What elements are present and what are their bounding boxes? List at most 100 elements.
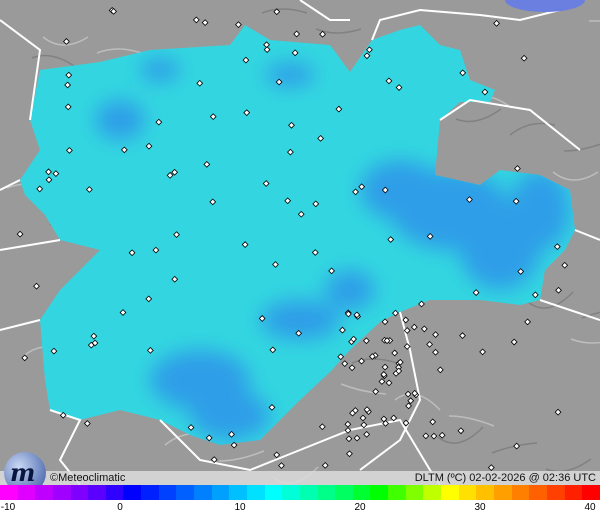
station-marker[interactable] <box>510 338 518 346</box>
station-marker[interactable] <box>520 54 528 62</box>
station-marker[interactable] <box>209 198 217 206</box>
station-marker[interactable] <box>380 371 388 378</box>
station-marker[interactable] <box>352 188 359 196</box>
station-marker[interactable] <box>391 349 399 357</box>
station-marker[interactable] <box>381 318 389 326</box>
station-marker[interactable] <box>120 146 128 154</box>
station-marker[interactable] <box>429 418 437 426</box>
station-marker[interactable] <box>358 183 366 191</box>
station-marker[interactable] <box>228 430 235 438</box>
station-marker[interactable] <box>278 462 285 470</box>
station-marker[interactable] <box>479 348 487 356</box>
station-marker[interactable] <box>402 316 410 324</box>
station-marker[interactable] <box>241 241 249 248</box>
station-marker[interactable] <box>110 7 118 15</box>
station-marker[interactable] <box>383 337 391 345</box>
station-marker[interactable] <box>152 246 160 254</box>
station-marker[interactable] <box>363 406 371 414</box>
station-marker[interactable] <box>410 323 418 331</box>
station-marker[interactable] <box>472 289 480 296</box>
station-marker[interactable] <box>33 282 40 290</box>
station-marker[interactable] <box>242 56 250 64</box>
station-marker[interactable] <box>335 105 343 113</box>
station-marker[interactable] <box>378 378 386 385</box>
station-marker[interactable] <box>353 434 361 442</box>
station-marker[interactable] <box>349 409 356 417</box>
station-marker[interactable] <box>273 8 281 16</box>
station-marker[interactable] <box>436 366 444 374</box>
station-marker[interactable] <box>395 367 403 375</box>
station-marker[interactable] <box>514 165 521 172</box>
station-marker[interactable] <box>205 434 213 442</box>
station-marker[interactable] <box>438 431 446 439</box>
station-marker[interactable] <box>293 30 301 38</box>
station-marker[interactable] <box>350 335 357 343</box>
station-marker[interactable] <box>128 249 136 257</box>
station-marker[interactable] <box>295 329 303 337</box>
station-marker[interactable] <box>466 196 473 203</box>
station-marker[interactable] <box>312 200 320 208</box>
station-marker[interactable] <box>52 170 60 177</box>
station-marker[interactable] <box>555 286 562 294</box>
station-marker[interactable] <box>339 326 346 334</box>
station-marker[interactable] <box>119 309 127 316</box>
station-marker[interactable] <box>553 243 561 251</box>
station-marker[interactable] <box>192 16 200 24</box>
station-marker[interactable] <box>395 84 403 91</box>
station-marker[interactable] <box>396 358 404 366</box>
station-marker[interactable] <box>263 46 271 54</box>
station-marker[interactable] <box>405 402 412 410</box>
station-marker[interactable] <box>345 435 353 443</box>
station-marker[interactable] <box>372 388 380 395</box>
station-marker[interactable] <box>513 442 521 450</box>
station-marker[interactable] <box>363 52 371 60</box>
station-marker[interactable] <box>275 78 283 86</box>
station-marker[interactable] <box>426 232 434 240</box>
station-marker[interactable] <box>345 310 352 318</box>
station-marker[interactable] <box>363 430 371 438</box>
station-marker[interactable] <box>368 353 376 360</box>
station-marker[interactable] <box>403 343 411 350</box>
station-marker[interactable] <box>145 295 153 303</box>
station-marker[interactable] <box>432 331 439 338</box>
station-marker[interactable] <box>146 346 154 354</box>
station-marker[interactable] <box>517 268 525 275</box>
station-marker[interactable] <box>402 419 410 427</box>
station-marker[interactable] <box>243 109 251 117</box>
station-marker[interactable] <box>317 134 325 142</box>
station-marker[interactable] <box>407 397 415 405</box>
station-marker[interactable] <box>268 404 276 411</box>
station-marker[interactable] <box>36 185 44 193</box>
station-marker[interactable] <box>64 103 72 111</box>
station-marker[interactable] <box>422 432 430 440</box>
station-marker[interactable] <box>387 236 395 243</box>
station-marker[interactable] <box>390 414 398 422</box>
station-marker[interactable] <box>83 420 91 427</box>
station-marker[interactable] <box>531 291 539 299</box>
station-marker[interactable] <box>59 411 67 419</box>
station-marker[interactable] <box>319 30 326 38</box>
station-marker[interactable] <box>346 450 353 458</box>
station-marker[interactable] <box>173 231 180 239</box>
station-marker[interactable] <box>50 347 58 355</box>
station-marker[interactable] <box>273 451 281 459</box>
station-marker[interactable] <box>311 249 319 256</box>
station-marker[interactable] <box>145 142 153 150</box>
station-marker[interactable] <box>341 360 349 367</box>
station-marker[interactable] <box>209 113 217 120</box>
station-marker[interactable] <box>404 390 412 398</box>
station-marker[interactable] <box>344 420 352 428</box>
station-marker[interactable] <box>262 180 270 187</box>
station-marker[interactable] <box>287 148 294 156</box>
station-marker[interactable] <box>272 261 279 268</box>
station-marker[interactable] <box>201 19 209 27</box>
station-marker[interactable] <box>481 88 489 96</box>
station-marker[interactable] <box>363 337 370 345</box>
station-marker[interactable] <box>90 332 98 340</box>
station-marker[interactable] <box>353 311 361 319</box>
station-marker[interactable] <box>288 121 295 129</box>
station-marker[interactable] <box>512 197 520 205</box>
station-marker[interactable] <box>171 275 179 283</box>
station-marker[interactable] <box>263 41 270 49</box>
station-marker[interactable] <box>196 79 204 87</box>
